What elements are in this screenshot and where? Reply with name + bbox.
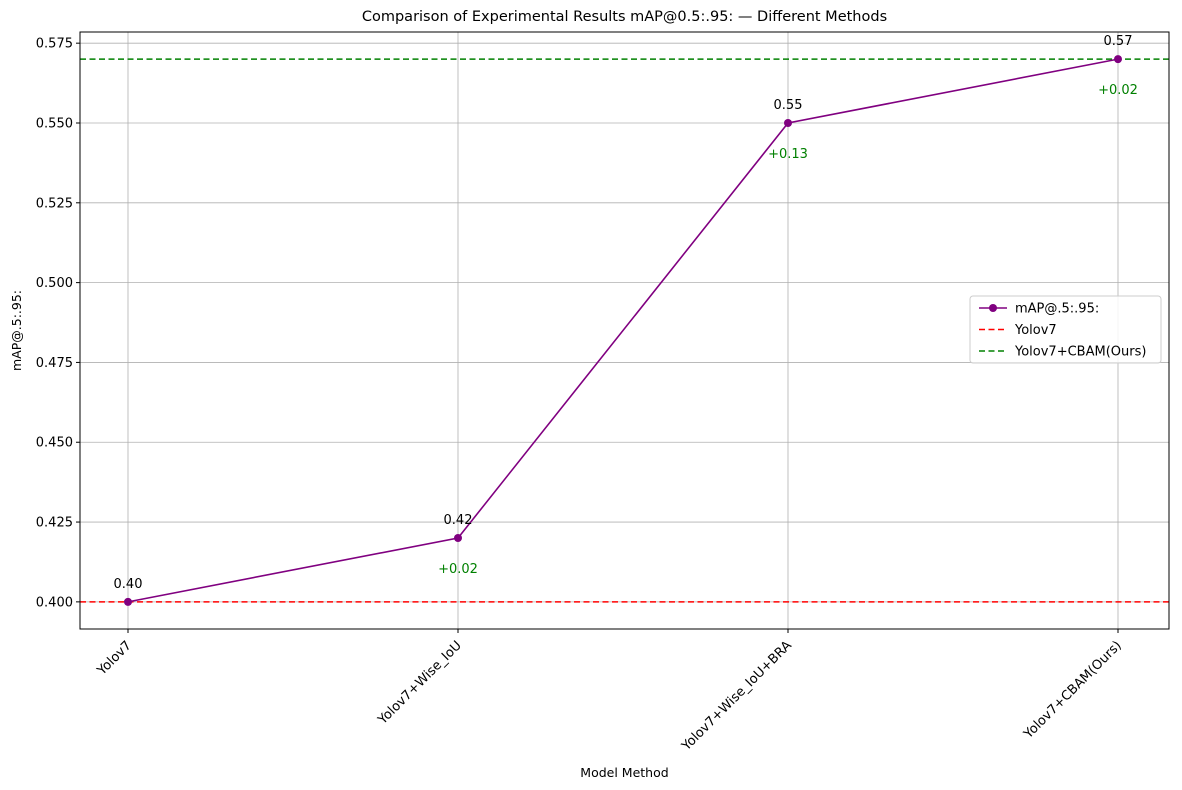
x-axis-label: Model Method — [580, 765, 668, 780]
legend-label: Yolov7 — [1014, 323, 1057, 338]
x-tick-label: Yolov7+CBAM(Ours) — [1021, 638, 1125, 742]
x-tick-label: Yolov7 — [94, 638, 135, 679]
data-point — [784, 118, 792, 127]
data-point — [454, 534, 462, 543]
axes: 0.400 0.425 0.450 0.475 0.500 0.525 0.550 0.575… — [36, 37, 1125, 755]
legend-label: mAP@.5:.95: — [1015, 302, 1099, 317]
delta-label: +0.02 — [438, 562, 478, 577]
data-labels: 0.40 0.42 0.55 0.57 +0.02 +0.13 +0.02 — [114, 34, 1138, 592]
data-point — [124, 597, 132, 606]
legend-marker — [989, 304, 997, 312]
y-tick-label: 0.425 — [36, 516, 73, 531]
y-tick-label: 0.475 — [36, 356, 73, 371]
x-tick-label: Yolov7+Wise_IoU — [375, 638, 465, 728]
reference-lines — [80, 58, 1169, 603]
y-tick-label: 0.550 — [36, 116, 73, 131]
data-label: 0.57 — [1104, 34, 1133, 49]
x-tick-label: Yolov7+Wise_IoU+BRA — [678, 638, 794, 754]
data-label: 0.42 — [444, 513, 473, 528]
delta-label: +0.02 — [1098, 83, 1138, 98]
chart-title: Comparison of Experimental Results mAP@0… — [362, 9, 887, 25]
legend-box — [969, 295, 1162, 364]
delta-label: +0.13 — [768, 147, 808, 162]
legend-label: Yolov7+CBAM(Ours) — [1014, 345, 1146, 360]
series — [124, 55, 1122, 606]
y-tick-label: 0.500 — [36, 276, 73, 291]
data-label: 0.55 — [774, 98, 803, 113]
y-axis-label: mAP@.5:.95: — [9, 290, 24, 371]
y-tick-label: 0.450 — [36, 436, 73, 451]
plot-frame — [79, 31, 1170, 630]
data-label: 0.40 — [114, 577, 143, 592]
data-point — [1114, 55, 1122, 64]
grid — [80, 32, 1169, 629]
y-tick-label: 0.575 — [36, 37, 73, 52]
series-line — [127, 58, 1119, 603]
legend: mAP@.5:.95: Yolov7 Yolov7+CBAM(Ours) — [969, 295, 1162, 364]
y-tick-label: 0.525 — [36, 196, 73, 211]
y-tick-label: 0.400 — [36, 595, 73, 610]
